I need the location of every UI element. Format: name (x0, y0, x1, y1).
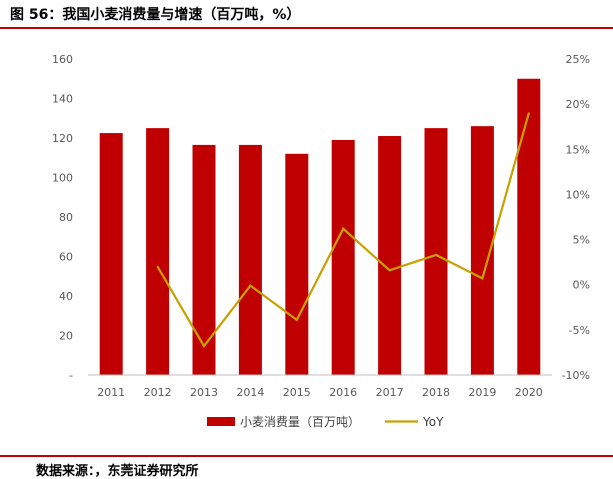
point-yoy (388, 269, 391, 272)
x-axis-tick: 2017 (376, 386, 404, 399)
x-axis-tick: 2018 (422, 386, 450, 399)
left-axis-tick: 100 (52, 172, 73, 185)
x-axis-tick: 2013 (190, 386, 218, 399)
right-axis-tick: 15% (566, 143, 590, 156)
left-axis-tick: 20 (59, 330, 73, 343)
left-axis-tick: 160 (52, 53, 73, 66)
left-axis-tick: 140 (52, 93, 73, 106)
x-axis-tick: 2016 (329, 386, 357, 399)
point-yoy (156, 265, 159, 268)
right-axis-tick: -10% (562, 369, 590, 382)
point-yoy (295, 319, 298, 321)
x-axis-tick: 2014 (236, 386, 264, 399)
point-yoy (527, 112, 530, 115)
right-axis-tick: 10% (566, 188, 590, 201)
right-axis-tick: -5% (569, 324, 590, 337)
left-axis-tick: 120 (52, 132, 73, 145)
bar-consumption (378, 136, 402, 375)
bar-consumption (146, 128, 170, 375)
point-yoy (203, 345, 205, 348)
x-axis-tick: 2020 (515, 386, 543, 399)
source-divider (0, 455, 613, 457)
left-axis-tick: 80 (59, 211, 73, 224)
bar-consumption (517, 78, 541, 375)
x-axis-tick: 2019 (468, 386, 496, 399)
title-divider (0, 27, 613, 29)
left-axis-tick: 60 (59, 251, 73, 264)
legend-label-yoy: YoY (422, 415, 444, 429)
bar-consumption (285, 153, 309, 375)
point-yoy (249, 284, 252, 287)
bar-consumption (238, 144, 262, 375)
bar-consumption (331, 139, 355, 375)
bar-consumption (424, 128, 448, 375)
legend-label-consumption: 小麦消费量（百万吨） (240, 415, 360, 429)
left-axis-tick: 40 (59, 290, 73, 303)
right-axis-tick: 0% (573, 279, 590, 292)
bar-consumption (99, 133, 123, 375)
right-axis-tick: 5% (573, 234, 590, 247)
left-axis-tick: - (69, 369, 73, 382)
right-axis-tick: 25% (566, 53, 590, 66)
bar-consumption (192, 144, 216, 375)
point-yoy (435, 254, 437, 256)
point-yoy (481, 277, 484, 280)
x-axis-tick: 2011 (97, 386, 125, 399)
chart-title: 图 56：我国小麦消费量与增速（百万吨，%） (10, 7, 301, 23)
x-axis-tick: 2015 (283, 386, 311, 399)
source-note: 数据来源：，东莞证券研究所 (36, 464, 199, 479)
legend-swatch-consumption (207, 417, 235, 426)
right-axis-tick: 20% (566, 98, 590, 111)
point-yoy (342, 227, 345, 230)
x-axis-tick: 2012 (144, 386, 172, 399)
bar-consumption (470, 126, 494, 376)
